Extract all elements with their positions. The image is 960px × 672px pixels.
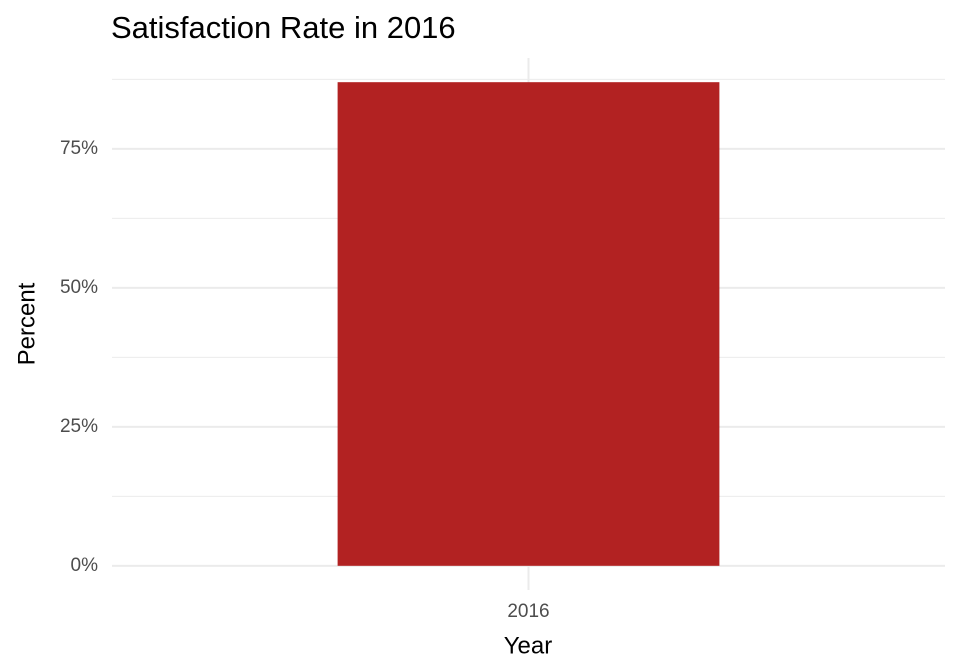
y-tick-label: 25% [60,416,98,437]
y-tick-label: 75% [60,138,98,159]
bar [337,82,720,566]
y-tick-label: 50% [60,277,98,298]
y-axis-title: Percent [13,282,40,365]
y-tick-label: 0% [71,555,99,576]
chart-title: Satisfaction Rate in 2016 [111,10,456,45]
x-axis-title: Year [504,632,553,659]
x-tick-label: 2016 [507,601,549,622]
